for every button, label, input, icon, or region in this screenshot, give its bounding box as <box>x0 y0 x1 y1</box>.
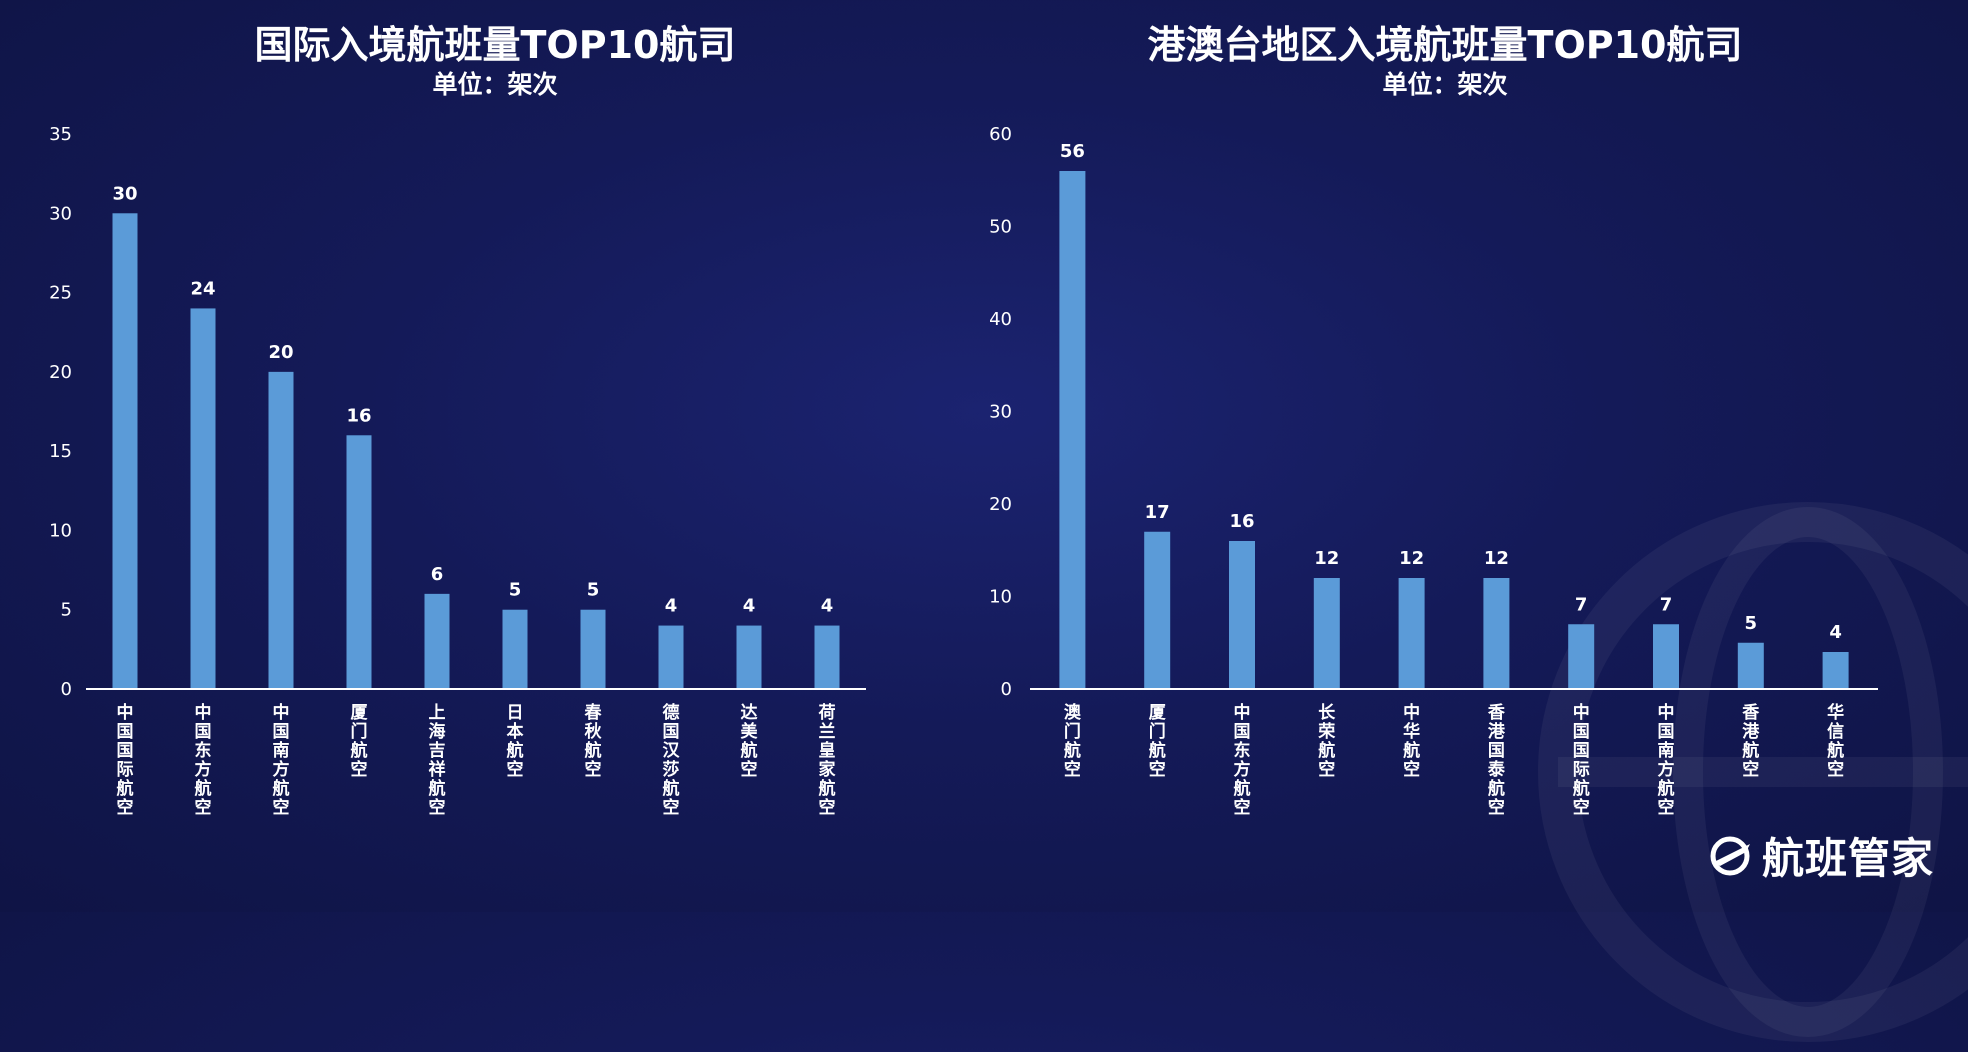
y-tick-label: 10 <box>49 520 72 541</box>
data-label: 12 <box>1314 548 1339 569</box>
data-label: 7 <box>1660 594 1673 615</box>
data-label: 24 <box>190 278 215 299</box>
data-label: 6 <box>431 564 444 585</box>
data-label: 4 <box>1829 622 1842 643</box>
data-label: 7 <box>1575 594 1588 615</box>
bar <box>112 213 138 690</box>
data-label: 4 <box>743 596 756 617</box>
data-label: 30 <box>112 183 137 204</box>
x-tick-label: 中华航空 <box>1403 702 1420 780</box>
chart-hk-macao-taiwan-top10: 0 10 20 30 40 50 60 56 澳门航空 17 厦门航空 16 中国东方航空 12 长荣航空 1… <box>989 124 1878 818</box>
y-tick-label: 50 <box>989 217 1012 238</box>
x-tick-label: 达美航空 <box>741 702 759 780</box>
x-tick-label: 厦门航空 <box>1149 703 1167 780</box>
x-tick-label: 厦门航空 <box>351 703 369 780</box>
data-label: 12 <box>1399 548 1424 569</box>
bar <box>1229 541 1255 689</box>
data-label: 5 <box>587 580 600 601</box>
y-tick-label: 30 <box>989 402 1012 423</box>
y-tick-label: 10 <box>989 587 1012 608</box>
y-tick-label: 0 <box>61 679 72 700</box>
plane-globe-icon <box>1710 836 1750 875</box>
chart-subtitle-hk-macao-taiwan: 单位：架次 <box>1382 70 1508 99</box>
bar <box>1568 624 1595 689</box>
chart-title-international: 国际入境航班量TOP10航司 <box>254 23 736 67</box>
data-label: 5 <box>509 580 522 601</box>
bar <box>1059 171 1086 689</box>
y-tick-label: 60 <box>989 124 1012 145</box>
bar <box>502 609 528 689</box>
y-tick-label: 40 <box>989 309 1012 330</box>
x-tick-label: 上海吉祥航空 <box>429 703 446 818</box>
brand-name: 航班管家 <box>1761 834 1934 883</box>
bar <box>658 625 684 689</box>
y-tick-label: 20 <box>989 494 1012 515</box>
bar <box>736 625 762 689</box>
data-label: 5 <box>1745 613 1758 634</box>
y-tick-label: 25 <box>49 283 72 304</box>
bar <box>580 609 606 689</box>
data-label: 56 <box>1060 141 1085 162</box>
x-tick-label: 中国南方航空 <box>1658 702 1675 818</box>
y-tick-label: 30 <box>49 203 72 224</box>
y-tick-label: 15 <box>49 441 72 462</box>
chart-title-hk-macao-taiwan: 港澳台地区入境航班量TOP10航司 <box>1147 23 1743 67</box>
bar <box>1483 578 1510 689</box>
data-label: 4 <box>821 596 834 617</box>
data-label: 20 <box>268 342 293 363</box>
chart-subtitle-international: 单位：架次 <box>432 70 558 99</box>
bar <box>814 625 840 689</box>
bar <box>1653 624 1679 689</box>
bar <box>346 435 372 689</box>
data-label: 16 <box>346 405 371 426</box>
bar <box>268 371 294 689</box>
x-tick-label: 香港国泰航空 <box>1488 703 1506 818</box>
x-tick-label: 香港航空 <box>1742 703 1760 780</box>
x-tick-label: 澳门航空 <box>1064 702 1082 780</box>
bar <box>1822 652 1849 689</box>
bar <box>190 308 216 689</box>
chart-international-top10: 0 5 10 15 20 25 30 35 30 中国国际航空 24 中国东方航空 20 中国南方航空 16… <box>49 124 866 818</box>
y-tick-label: 20 <box>49 362 72 383</box>
y-tick-label: 35 <box>49 124 72 145</box>
x-tick-label: 荷兰皇家航空 <box>819 702 836 818</box>
y-tick-label: 0 <box>1001 679 1012 700</box>
data-label: 12 <box>1484 548 1509 569</box>
x-tick-label: 中国东方航空 <box>195 702 212 818</box>
data-label: 17 <box>1145 502 1170 523</box>
x-tick-label: 中国国际航空 <box>117 702 134 818</box>
charts-canvas: 0 5 10 15 20 25 30 35 30 中国国际航空 24 中国东方航空 20 中国南方航空 16… <box>49 124 1878 818</box>
x-tick-label: 中国南方航空 <box>273 702 290 818</box>
data-label: 16 <box>1229 511 1254 532</box>
bar <box>424 593 450 689</box>
x-tick-label: 日本航空 <box>507 703 524 780</box>
x-tick-label: 德国汉莎航空 <box>663 702 681 818</box>
x-tick-label: 中国国际航空 <box>1573 702 1590 818</box>
bar <box>1313 578 1340 689</box>
brand-logo: 航班管家 <box>1710 825 1934 886</box>
x-tick-label: 华信航空 <box>1827 702 1844 780</box>
y-tick-label: 5 <box>61 600 72 621</box>
x-tick-label: 春秋航空 <box>585 702 603 780</box>
data-label: 4 <box>665 596 678 617</box>
bar <box>1144 531 1171 689</box>
x-tick-label: 长荣航空 <box>1317 702 1336 780</box>
x-tick-label: 中国东方航空 <box>1234 702 1251 818</box>
bar <box>1737 642 1764 689</box>
bar <box>1398 578 1425 689</box>
